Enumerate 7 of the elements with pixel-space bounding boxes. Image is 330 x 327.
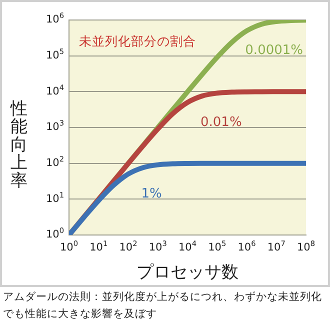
series-label: 0.01% [200,114,242,130]
y-axis-title: 性能向上率 [10,98,28,191]
x-axis-title: プロセッサ数 [136,262,238,282]
series-label: 0.0001% [245,43,304,58]
annotation: 未並列化部分の割合 [79,33,196,48]
series-label: 1% [141,186,162,202]
text: アムダールの法則：並列化度が上がるにつれ、わずかな未並列化でも性能に大きな影響を及ぼす [3,290,323,322]
